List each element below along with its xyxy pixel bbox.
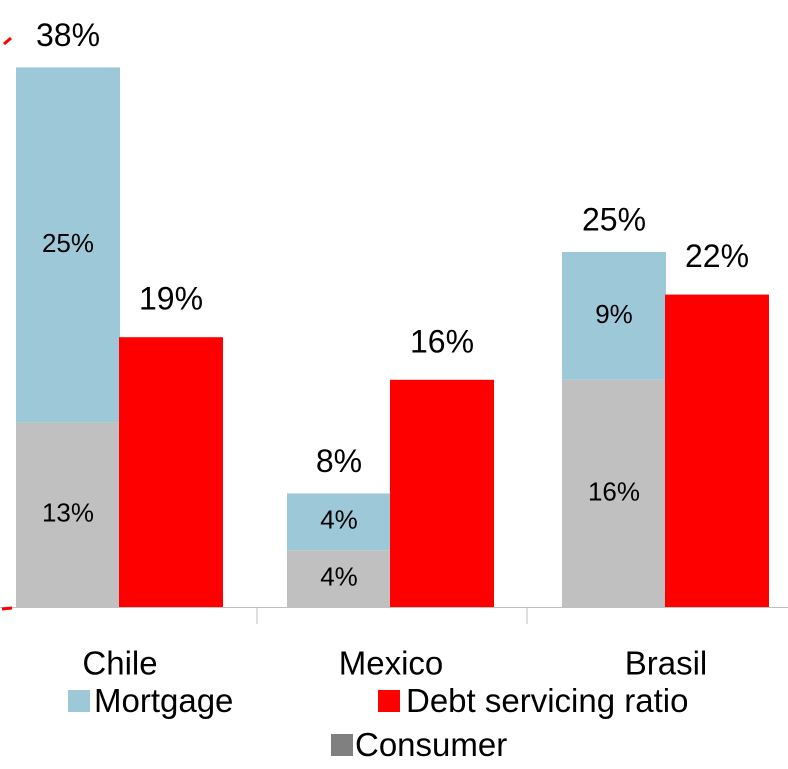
- legend-label-consumer: Consumer: [355, 726, 508, 763]
- legend-label-mortgage: Mortgage: [94, 682, 234, 719]
- bar-dsr-chile: [119, 337, 223, 607]
- axis-accent-mark-1: [3, 36, 12, 46]
- bar-consumer-mexico: [287, 550, 391, 607]
- label-mortgage-chile: 25%: [42, 228, 94, 258]
- legend-label-dsr: Debt servicing ratio: [406, 682, 689, 719]
- bar-consumer-brasil: [562, 379, 666, 607]
- label-dsr-chile: 19%: [139, 281, 203, 317]
- label-dsr-brasil: 22%: [685, 238, 749, 274]
- label-dsr-mexico: 16%: [410, 323, 474, 359]
- x-axis: [0, 36, 788, 624]
- bar-mortgage-chile: [16, 67, 120, 423]
- bar-dsr-mexico: [390, 379, 494, 607]
- legend-swatch-mortgage: [68, 690, 90, 712]
- label-total-brasil: 25%: [582, 201, 646, 237]
- label-mortgage-mexico: 4%: [320, 505, 358, 535]
- bar-dsr-brasil: [665, 294, 769, 607]
- bar-consumer-chile: [16, 422, 120, 607]
- bar-mortgage-brasil: [562, 252, 666, 380]
- legend-swatch-dsr: [378, 690, 400, 712]
- label-consumer-brasil: 16%: [588, 476, 640, 506]
- label-total-mexico: 8%: [316, 443, 362, 479]
- tick-label-chile: Chile: [82, 645, 157, 682]
- labels-layer: 13% 25% 38% 19% Chile 4% 4% 8% 16% Mexico 16% 9% 25%…: [36, 17, 749, 682]
- legend-item-dsr: Debt servicing ratio: [378, 682, 688, 720]
- legend-item-mortgage: Mortgage: [68, 682, 255, 720]
- tick-label-brasil: Brasil: [625, 645, 708, 682]
- tick-label-mexico: Mexico: [339, 645, 444, 682]
- axis-accent-mark-2: [1, 606, 13, 611]
- legend-swatch-consumer: [331, 734, 353, 756]
- bar-mortgage-mexico: [287, 493, 391, 551]
- legend-item-consumer: Consumer: [331, 726, 507, 764]
- label-consumer-chile: 13%: [42, 498, 94, 528]
- label-consumer-mexico: 4%: [320, 561, 358, 591]
- label-total-chile: 38%: [36, 17, 100, 53]
- bars-layer: [16, 67, 769, 607]
- label-mortgage-brasil: 9%: [595, 299, 633, 329]
